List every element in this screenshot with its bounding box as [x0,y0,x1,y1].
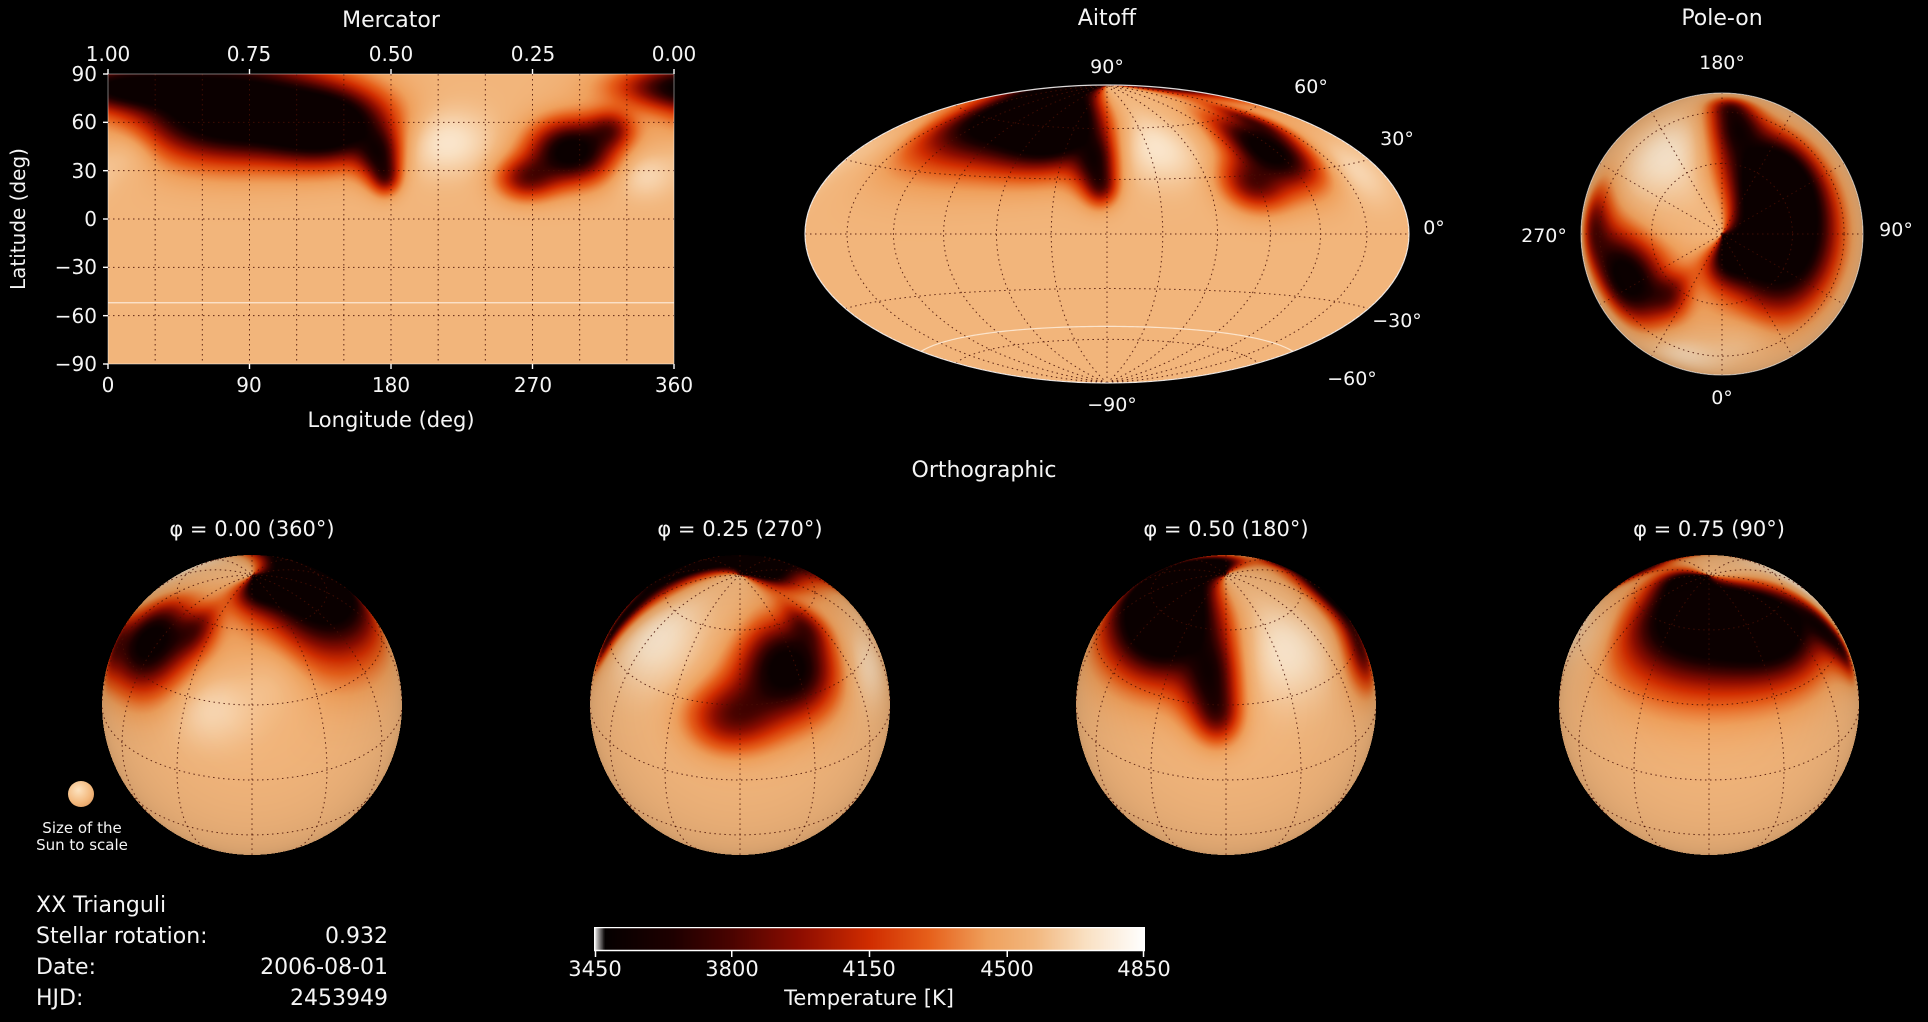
pole-lon-label: 180° [1699,52,1745,74]
longitude-axis-label: Longitude (deg) [307,408,475,432]
info-label: HJD: [36,986,84,1011]
info-block: XX Trianguli Stellar rotation: 0.932 Dat… [36,890,388,1014]
info-label: Stellar rotation: [36,924,208,949]
phase-title-0: φ = 0.00 (360°) [169,517,335,541]
pole-lon-label: 0° [1711,387,1733,409]
pole-on-title: Pole-on [1681,6,1763,31]
lat-tick: −30 [54,255,97,279]
phase-tick: 0.25 [510,42,556,66]
phase-tick: 0.75 [226,42,272,66]
aitoff-heatmap [801,82,1413,386]
phase-title-1: φ = 0.25 (270°) [657,517,823,541]
aitoff-lat-label: −90° [1087,394,1137,416]
lon-tick: 0 [101,373,115,397]
mercator-heatmap [100,66,682,372]
mercator-title: Mercator [342,8,440,33]
lon-tick: 180 [371,373,411,397]
latitude-axis-label: Latitude (deg) [6,148,30,290]
aitoff-lat-label: 30° [1380,128,1414,150]
phase-title-3: φ = 0.75 (90°) [1633,517,1785,541]
phase-tick: 1.00 [85,42,131,66]
phase-tick: 0.00 [651,42,697,66]
pole-lon-label: 270° [1521,225,1567,247]
cbar-tick: 4150 [842,957,896,981]
cbar-tick: 3450 [568,957,622,981]
aitoff-lat-label: −30° [1372,310,1422,332]
lat-tick: 0 [84,207,97,231]
lon-tick: 270 [513,373,553,397]
phase-tick: 0.50 [368,42,414,66]
info-row: HJD: 2453949 [36,983,388,1014]
orthographic-sphere-2 [1072,551,1380,859]
aitoff-title: Aitoff [1077,6,1137,31]
orthographic-sphere-1 [586,551,894,859]
lat-tick: 60 [71,110,97,134]
cbar-tick: 4850 [1117,957,1171,981]
phase-title-2: φ = 0.50 (180°) [1143,517,1309,541]
lon-tick: 360 [654,373,694,397]
aitoff-lat-label: −60° [1327,368,1377,390]
aitoff-lat-label: 0° [1423,217,1445,239]
lat-tick: −90 [54,352,97,376]
info-value: 2006-08-01 [260,955,388,980]
pole-lon-label: 90° [1879,219,1913,241]
aitoff-lat-label: 60° [1294,76,1328,98]
pole-on-heatmap [1577,89,1867,379]
cbar-tick: 3800 [705,957,759,981]
cbar-tick: 4500 [980,957,1034,981]
orthographic-sphere-3 [1555,551,1863,859]
sun-size-dot [68,781,94,807]
orthographic-section-title: Orthographic [911,458,1057,483]
lat-tick: 90 [71,62,97,86]
star-name-row: XX Trianguli [36,890,388,921]
lon-tick: 90 [236,373,262,397]
sun-note-line1: Size of the [42,819,122,837]
info-row: Date: 2006-08-01 [36,952,388,983]
aitoff-lat-label: 90° [1090,56,1124,78]
lat-tick: −60 [54,304,97,328]
info-label: Date: [36,955,96,980]
info-value: 0.932 [325,924,388,949]
info-value: 2453949 [290,986,388,1011]
star-name: XX Trianguli [36,893,167,918]
lat-tick: 30 [71,159,97,183]
temperature-colorbar [594,927,1145,960]
sun-note-line2: Sun to scale [36,836,128,854]
info-row: Stellar rotation: 0.932 [36,921,388,952]
orthographic-sphere-0 [98,551,406,859]
colorbar-label: Temperature [K] [784,986,954,1010]
